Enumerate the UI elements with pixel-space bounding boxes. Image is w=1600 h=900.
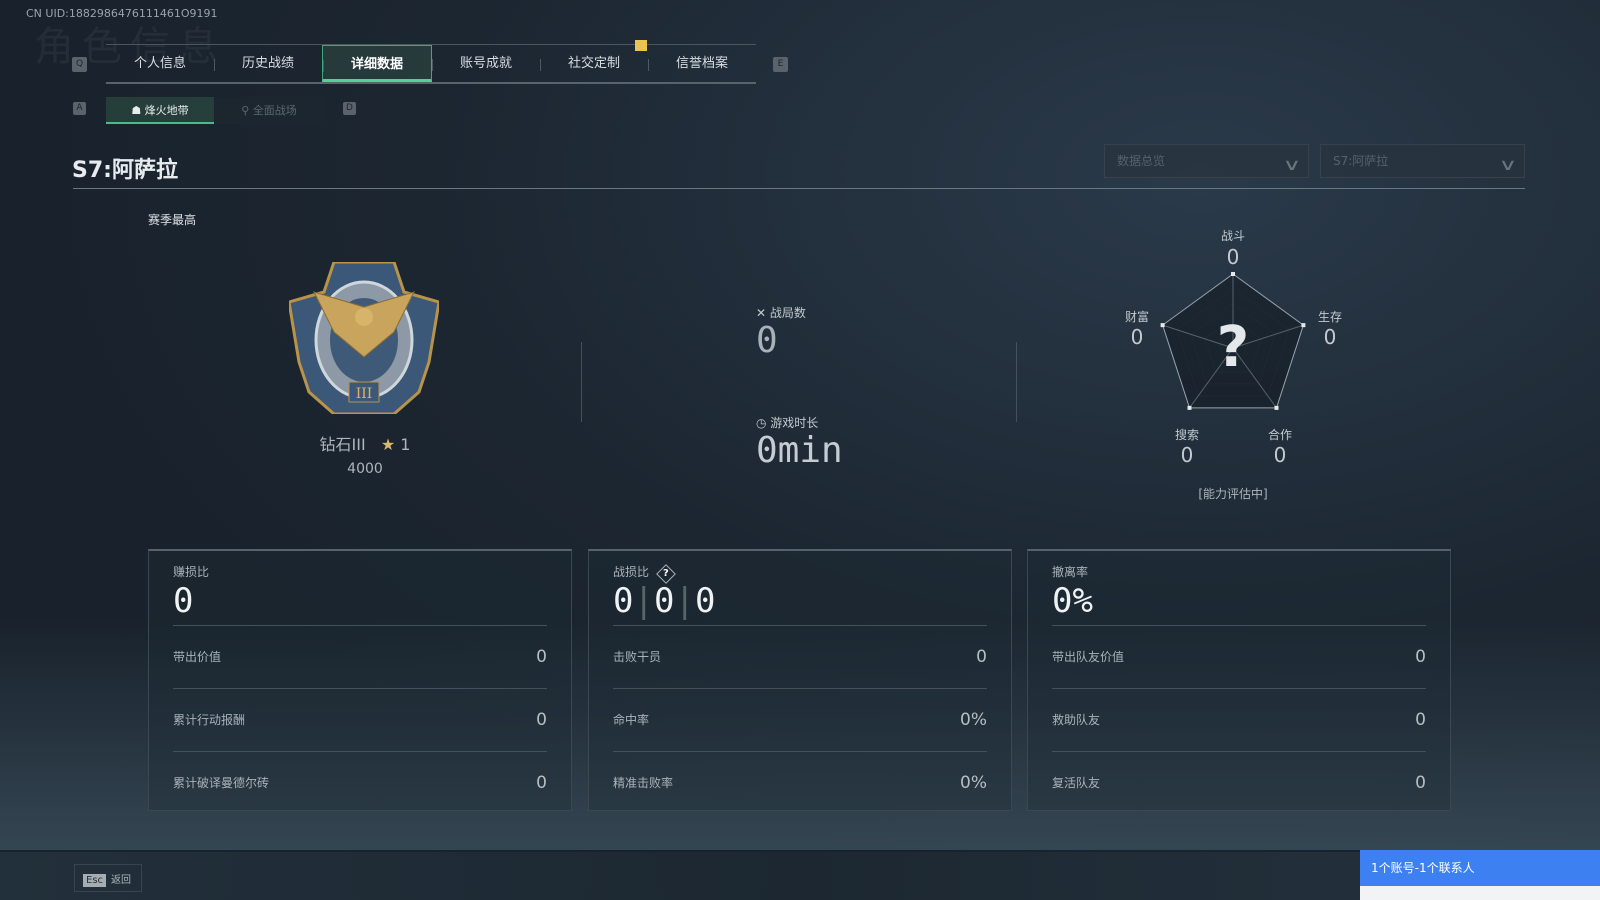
separator: | bbox=[633, 581, 654, 621]
tab-social[interactable]: 社交定制 bbox=[540, 45, 648, 82]
radar-label-combat: 战斗 bbox=[1220, 229, 1245, 243]
radar-value-wealth: 0 bbox=[1130, 325, 1144, 349]
radar-vertex bbox=[1160, 323, 1165, 328]
radar-label-teamwork: 合作 bbox=[1267, 428, 1292, 442]
background-fog bbox=[0, 620, 1600, 850]
stat-row: 带出价值 0 bbox=[173, 625, 547, 687]
account-notice[interactable]: 1个账号-1个联系人 bbox=[1360, 850, 1600, 886]
stat-row: 复活队友 0 bbox=[1052, 751, 1426, 813]
radar-label-search: 搜索 bbox=[1174, 428, 1199, 442]
main-tabs: 个人信息 历史战绩 详细数据 账号成就 社交定制 信誉档案 bbox=[106, 44, 756, 84]
notification-badge bbox=[635, 40, 647, 51]
notice-panel bbox=[1360, 886, 1600, 900]
radar-status: [能力评估中] bbox=[1198, 487, 1268, 501]
kd-card: 战损比 ? 0|0|0 击败干员 0 命中率 0% 精准击败率 0% bbox=[588, 549, 1012, 811]
stat-row: 击败干员 0 bbox=[613, 625, 987, 687]
page-title: S7:阿萨拉 bbox=[72, 158, 178, 183]
radar-vertex bbox=[1187, 405, 1192, 410]
radar-value-survival: 0 bbox=[1323, 325, 1337, 349]
divider bbox=[73, 188, 1525, 189]
prev-tab-key[interactable]: Q bbox=[72, 57, 87, 72]
subtab-operations[interactable]: ☗ 烽火地带 bbox=[106, 97, 214, 124]
crossed-swords-icon: ✕ bbox=[756, 306, 770, 320]
helmet-icon: ☗ bbox=[131, 104, 145, 117]
prev-subtab-key[interactable]: A bbox=[73, 102, 86, 115]
rank-name-row: 钻石III ★ 1 bbox=[300, 431, 430, 455]
ghost-title: 角色信息 bbox=[34, 24, 226, 70]
card-title: 撤离率 bbox=[1052, 565, 1089, 579]
card-title-row: 战损比 ? bbox=[613, 563, 676, 584]
radar-axis bbox=[1232, 347, 1277, 409]
season-dropdown[interactable]: S7:阿萨拉 ∨ bbox=[1320, 144, 1525, 178]
tab-history[interactable]: 历史战绩 bbox=[214, 45, 322, 82]
kd-values: 0|0|0 bbox=[613, 581, 716, 621]
rank-medal-icon: III bbox=[289, 262, 439, 414]
extraction-card: 撤离率 0% 带出队友价值 0 救助队友 0 复活队友 0 bbox=[1027, 549, 1451, 811]
tab-reputation[interactable]: 信誉档案 bbox=[648, 45, 756, 82]
separator: | bbox=[674, 581, 695, 621]
subtab-warfare[interactable]: ⚲ 全面战场 bbox=[215, 97, 323, 124]
battles-label-row: ✕ 战局数 bbox=[756, 306, 806, 320]
radar-vertex bbox=[1274, 405, 1279, 410]
radar-axis bbox=[1162, 324, 1234, 349]
radar-unknown-mark: ? bbox=[1216, 315, 1250, 380]
back-button[interactable]: Esc 返回 bbox=[74, 864, 142, 892]
svg-text:III: III bbox=[356, 386, 373, 402]
star-icon: ★ bbox=[380, 435, 396, 454]
stopwatch-icon: ◷ bbox=[756, 416, 771, 430]
stat-row: 救助队友 0 bbox=[1052, 688, 1426, 750]
ability-radar-chart bbox=[1160, 272, 1306, 410]
footer-bar bbox=[0, 852, 1600, 900]
battles-value: 0 bbox=[756, 320, 778, 361]
stat-row: 精准击败率 0% bbox=[613, 751, 987, 813]
data-type-dropdown[interactable]: 数据总览 ∨ bbox=[1104, 144, 1309, 178]
next-subtab-key[interactable]: D bbox=[343, 102, 356, 115]
next-tab-key[interactable]: E bbox=[773, 57, 788, 72]
uid-label: CN UID:1882986476111461O9191 bbox=[26, 7, 218, 20]
radar-axis bbox=[1232, 324, 1304, 349]
profit-card: 赚损比 0 带出价值 0 累计行动报酬 0 累计破译曼德尔砖 0 bbox=[148, 549, 572, 811]
playtime-value: 0min bbox=[756, 430, 843, 471]
chevron-down-icon: ∨ bbox=[1282, 155, 1302, 174]
radar-vertex bbox=[1231, 272, 1235, 276]
radar-label-wealth: 财富 bbox=[1124, 310, 1149, 324]
radar-value-search: 0 bbox=[1180, 443, 1194, 467]
radar-axis bbox=[1189, 347, 1234, 409]
chevron-down-icon: ∨ bbox=[1498, 155, 1518, 174]
warfare-icon: ⚲ bbox=[241, 104, 253, 117]
season-best-heading: 赛季最高 bbox=[148, 213, 197, 227]
esc-key: Esc bbox=[83, 874, 107, 887]
rank-score: 4000 bbox=[347, 461, 383, 477]
divider bbox=[1016, 342, 1017, 422]
card-value: 0% bbox=[1052, 581, 1093, 621]
radar-value-combat: 0 bbox=[1226, 245, 1240, 269]
playtime-label-row: ◷ 游戏时长 bbox=[756, 416, 819, 430]
tab-personal-info[interactable]: 个人信息 bbox=[133, 56, 186, 71]
card-value: 0 bbox=[173, 581, 194, 621]
rank-stars: 1 bbox=[400, 435, 411, 454]
tab-detailed-data[interactable]: 详细数据 bbox=[322, 45, 432, 82]
stat-row: 累计行动报酬 0 bbox=[173, 688, 547, 750]
stat-row: 带出队友价值 0 bbox=[1052, 625, 1426, 687]
tab-achievements[interactable]: 账号成就 bbox=[432, 45, 540, 82]
radar-vertex bbox=[1301, 323, 1306, 328]
divider bbox=[581, 342, 582, 422]
radar-value-teamwork: 0 bbox=[1273, 443, 1287, 467]
card-title: 赚损比 bbox=[173, 565, 210, 579]
radar-label-survival: 生存 bbox=[1317, 310, 1342, 324]
stat-row: 累计破译曼德尔砖 0 bbox=[173, 751, 547, 813]
stat-row: 命中率 0% bbox=[613, 688, 987, 750]
rank-name: 钻石III bbox=[319, 435, 366, 454]
